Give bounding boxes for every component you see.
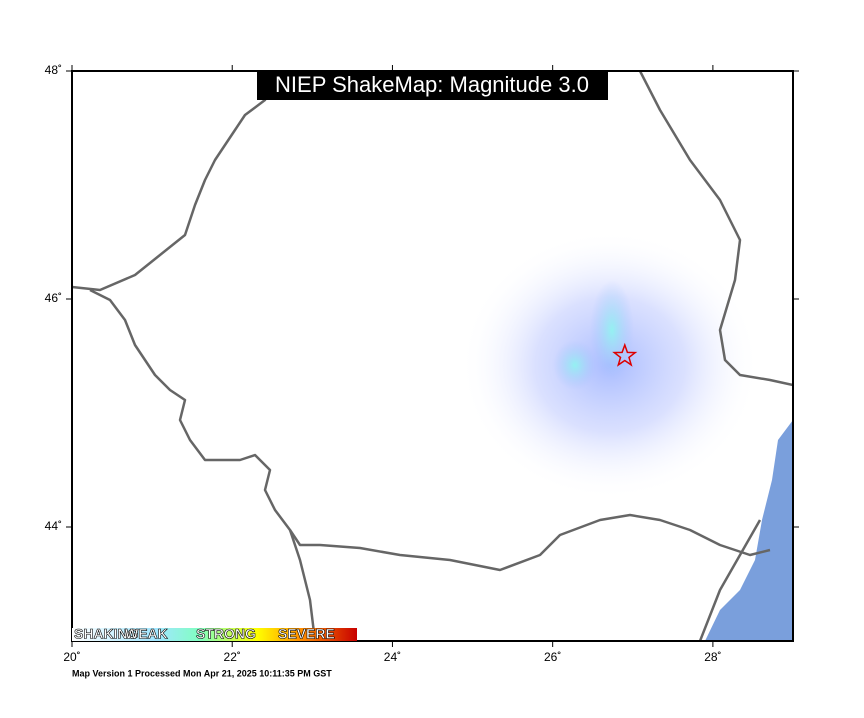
map-title: NIEP ShakeMap: Magnitude 3.0: [275, 72, 589, 97]
y-tick-label: 44˚: [45, 519, 62, 533]
legend-label: SEVERE: [278, 626, 335, 642]
epicenter: [612, 342, 638, 367]
legend-label: WEAK: [125, 626, 168, 642]
intensity-scale: [72, 628, 357, 641]
x-tick-label: 24˚: [384, 650, 401, 664]
border: [638, 71, 793, 387]
x-tick-label: 22˚: [224, 650, 241, 664]
border: [288, 529, 317, 641]
footer: Map Version 1 Processed Mon Apr 21, 2025…: [72, 668, 332, 678]
y-tick-label: 46˚: [45, 291, 62, 305]
x-tick-label: 26˚: [544, 650, 561, 664]
x-tick-label: 28˚: [704, 650, 721, 664]
legend-label: SHAKING: [74, 626, 139, 642]
title-box: [257, 71, 608, 100]
shaking-core: [590, 280, 634, 380]
map-area: [72, 71, 793, 641]
y-tick-label: 48˚: [45, 63, 62, 77]
shaking-core: [553, 340, 597, 390]
border: [72, 71, 272, 292]
x-tick-label: 20˚: [63, 650, 80, 664]
border: [698, 519, 762, 641]
sea: [705, 420, 793, 641]
legend-label: STRONG: [196, 626, 256, 642]
